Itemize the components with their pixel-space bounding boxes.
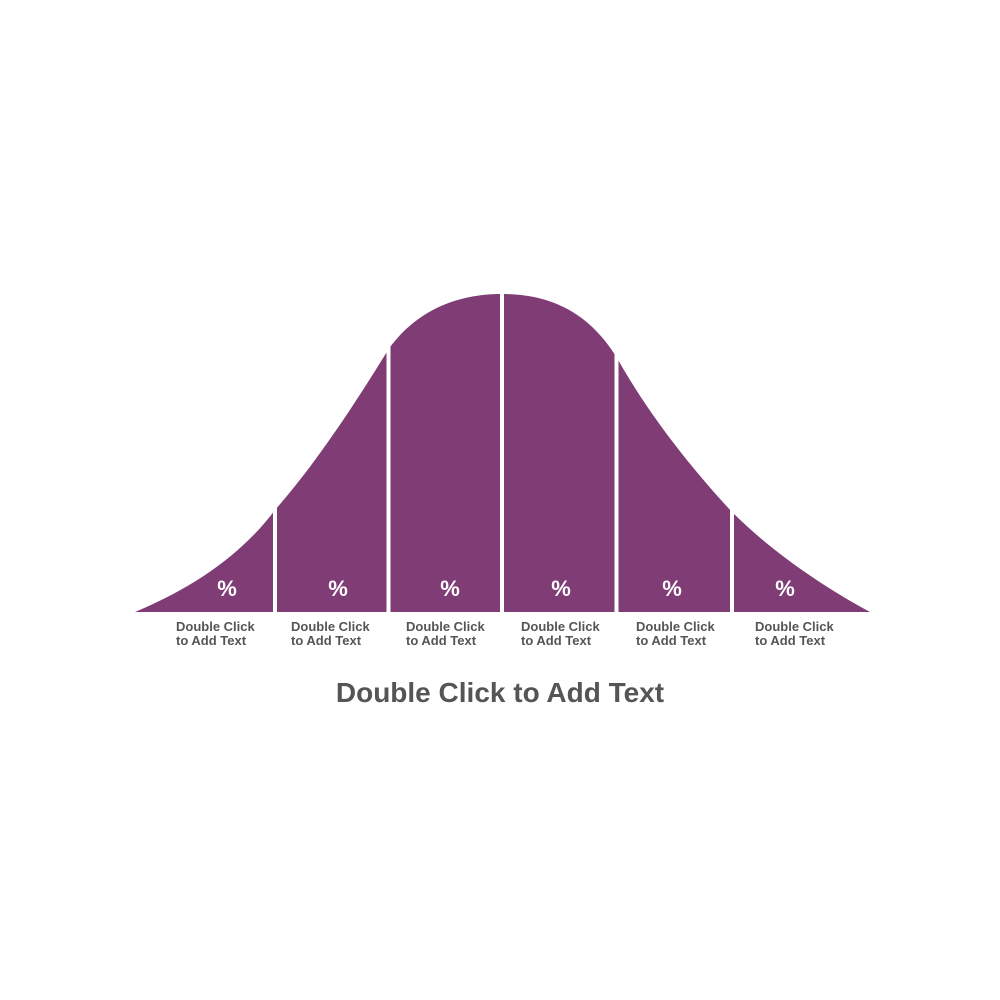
caption-line: Double Click xyxy=(521,619,600,634)
segment-5-percent[interactable]: % xyxy=(662,576,682,601)
caption-line: to Add Text xyxy=(406,633,477,648)
segment-2-caption[interactable]: Double Click to Add Text xyxy=(291,620,370,648)
caption-line: to Add Text xyxy=(176,633,247,648)
segment-4-caption[interactable]: Double Click to Add Text xyxy=(521,620,600,648)
caption-line: Double Click xyxy=(406,619,485,634)
diagram-title[interactable]: Double Click to Add Text xyxy=(335,677,665,708)
segment-4-percent[interactable]: % xyxy=(551,576,571,601)
segment-6-caption[interactable]: Double Click to Add Text xyxy=(755,620,834,648)
caption-line: to Add Text xyxy=(755,633,826,648)
caption-line: to Add Text xyxy=(636,633,707,648)
segment-1-caption[interactable]: Double Click to Add Text xyxy=(176,620,255,648)
segment-3-percent[interactable]: % xyxy=(440,576,460,601)
segment-dividers xyxy=(273,280,734,615)
segment-5-caption[interactable]: Double Click to Add Text xyxy=(636,620,715,648)
caption-line: Double Click xyxy=(291,619,370,634)
segment-3-caption[interactable]: Double Click to Add Text xyxy=(406,620,485,648)
segment-2-percent[interactable]: % xyxy=(328,576,348,601)
caption-line: Double Click xyxy=(636,619,715,634)
caption-line: to Add Text xyxy=(521,633,592,648)
segment-6-percent[interactable]: % xyxy=(775,576,795,601)
caption-line: Double Click xyxy=(755,619,834,634)
segment-1-percent[interactable]: % xyxy=(217,576,237,601)
caption-line: to Add Text xyxy=(291,633,362,648)
caption-line: Double Click xyxy=(176,619,255,634)
